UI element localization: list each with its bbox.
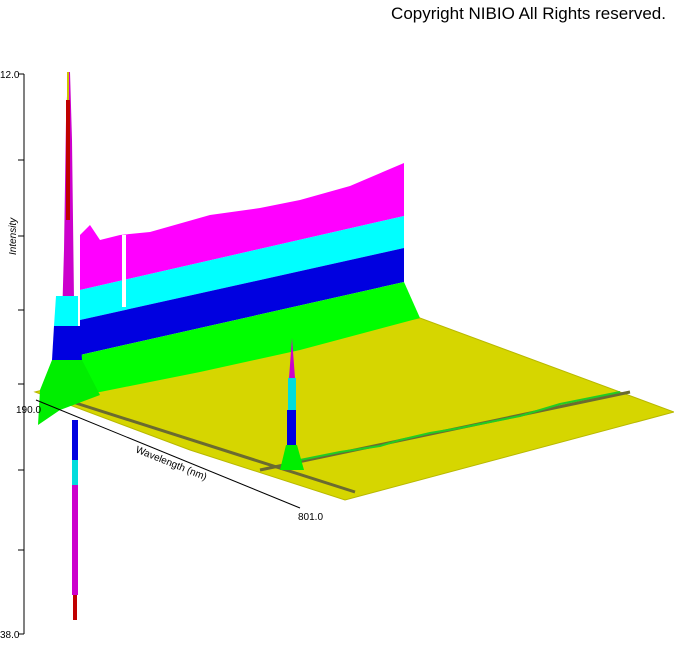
mid-peak-magenta	[289, 338, 295, 378]
down-peak-magenta	[72, 485, 78, 595]
down-peak-red	[73, 595, 77, 620]
wavelength-start-label: 190.0	[16, 405, 41, 416]
mid-peak-cyan	[288, 378, 296, 410]
wavelength-axis	[35, 399, 301, 509]
band-blue	[80, 248, 404, 355]
left-peak-red	[66, 100, 70, 220]
wavelength-end-label: 801.0	[298, 512, 323, 523]
mid-peak-blue	[287, 410, 296, 445]
intensity-min-label: 38.0	[0, 630, 20, 641]
down-peak-blue	[72, 420, 78, 460]
band-magenta	[80, 163, 404, 290]
down-peak-cyan	[72, 460, 78, 485]
copyright-notice: Copyright NIBIO All Rights reserved.	[391, 4, 666, 23]
floor-noise	[299, 391, 621, 461]
intensity-axis-label: Intensity	[8, 217, 19, 255]
mid-peak-green	[280, 445, 304, 470]
band-cyan	[80, 216, 404, 320]
band-green	[80, 282, 420, 392]
spectrum-notch	[122, 235, 126, 307]
left-peak-green	[38, 360, 100, 425]
left-peak-blue	[52, 326, 82, 360]
left-peak-cyan	[54, 296, 78, 326]
floor-line-front	[59, 396, 356, 494]
intensity-max-label: 12.0	[0, 70, 20, 81]
left-peak-top	[67, 72, 69, 100]
